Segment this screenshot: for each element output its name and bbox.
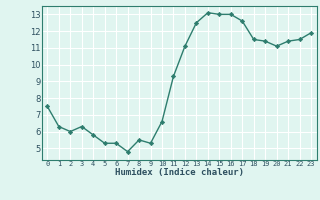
X-axis label: Humidex (Indice chaleur): Humidex (Indice chaleur) (115, 168, 244, 177)
